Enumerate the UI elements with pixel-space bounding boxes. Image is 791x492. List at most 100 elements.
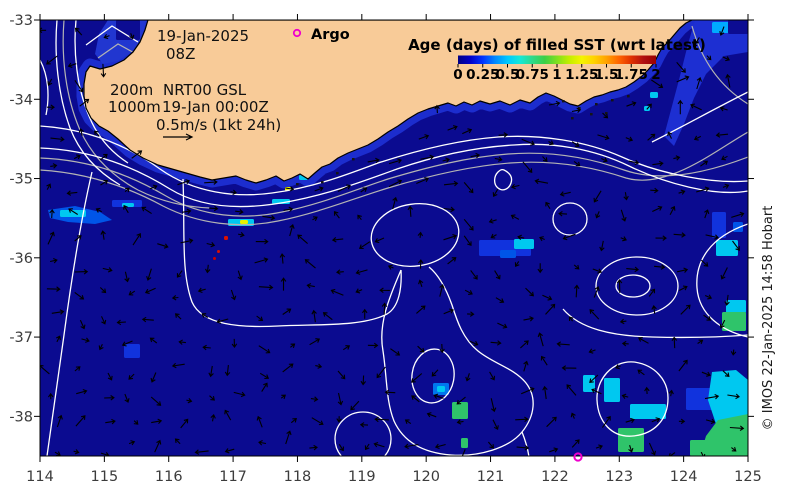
current-vector bbox=[593, 190, 602, 203]
current-vector bbox=[174, 438, 181, 445]
current-vector bbox=[556, 341, 570, 347]
current-vector bbox=[259, 372, 270, 380]
current-vector bbox=[47, 231, 55, 245]
current-vector bbox=[439, 343, 445, 354]
current-vector bbox=[705, 234, 719, 240]
current-vector bbox=[542, 385, 548, 400]
current-vector bbox=[182, 208, 192, 215]
current-vector bbox=[443, 180, 459, 187]
current-vector bbox=[79, 319, 86, 330]
age-patch bbox=[664, 20, 748, 146]
age-patch bbox=[461, 438, 468, 448]
current-vector bbox=[390, 348, 401, 356]
current-vector bbox=[367, 342, 379, 349]
ssh-eddy-contour bbox=[370, 203, 460, 267]
current-vector bbox=[464, 289, 473, 295]
age-patch bbox=[514, 239, 534, 249]
current-vector bbox=[78, 128, 84, 136]
current-vector bbox=[201, 313, 209, 318]
current-vector bbox=[601, 415, 611, 428]
x-axis-label: 115 bbox=[91, 469, 119, 485]
current-vector bbox=[722, 183, 730, 189]
current-vector bbox=[337, 184, 352, 192]
colorbar-tick-label: 2 bbox=[651, 67, 660, 83]
current-vector bbox=[700, 160, 709, 167]
current-vector bbox=[706, 55, 712, 61]
current-vector bbox=[258, 440, 267, 446]
current-vector bbox=[94, 130, 100, 137]
ssh-contour-white bbox=[40, 125, 748, 196]
current-vector bbox=[558, 211, 568, 217]
ssh-contour-white bbox=[696, 223, 748, 338]
current-vector bbox=[233, 391, 246, 398]
current-vector bbox=[490, 398, 497, 413]
current-vector bbox=[47, 78, 53, 86]
current-vector bbox=[542, 156, 548, 162]
current-vector bbox=[100, 63, 107, 78]
current-vector bbox=[50, 136, 65, 142]
age-patch bbox=[618, 428, 644, 452]
current-vector bbox=[237, 232, 245, 238]
current-vector bbox=[470, 152, 481, 159]
current-vector bbox=[56, 414, 63, 428]
vector-scale-arrow bbox=[163, 133, 194, 141]
current-vector bbox=[722, 370, 730, 377]
current-vector bbox=[678, 359, 688, 372]
current-vector bbox=[49, 257, 58, 264]
age-patch bbox=[728, 20, 748, 34]
current-vector bbox=[361, 308, 368, 319]
y-axis-label: -36 bbox=[9, 251, 33, 267]
current-vector bbox=[392, 196, 398, 210]
current-vector bbox=[67, 62, 77, 68]
current-vector bbox=[157, 243, 169, 249]
current-vector bbox=[176, 270, 183, 278]
current-vector bbox=[570, 412, 576, 419]
current-vector bbox=[338, 444, 344, 452]
age-patch bbox=[630, 404, 666, 419]
island-dot bbox=[627, 95, 630, 98]
x-axis-label: 125 bbox=[734, 469, 762, 485]
current-vector bbox=[719, 26, 725, 36]
current-vector bbox=[495, 297, 505, 304]
current-vector bbox=[309, 338, 321, 346]
age-patch bbox=[650, 92, 658, 98]
island-dot bbox=[611, 99, 614, 102]
current-vector bbox=[652, 205, 663, 212]
current-vector bbox=[616, 278, 623, 293]
current-vector bbox=[673, 232, 686, 238]
current-vector bbox=[68, 208, 78, 215]
current-vector bbox=[388, 158, 402, 165]
current-vector bbox=[668, 389, 674, 397]
current-vector bbox=[724, 294, 730, 306]
age-patch bbox=[583, 375, 595, 392]
current-vector bbox=[100, 230, 106, 240]
current-vector bbox=[589, 374, 599, 383]
plot-frame bbox=[39, 19, 749, 457]
colorbar-tick-label: 1.25 bbox=[565, 67, 598, 83]
current-vector bbox=[637, 369, 645, 376]
island-dot bbox=[605, 112, 608, 115]
current-vector bbox=[149, 337, 158, 344]
current-vector bbox=[517, 234, 525, 240]
age-patch bbox=[452, 402, 468, 419]
age-patch bbox=[124, 344, 140, 358]
current-vector bbox=[180, 418, 189, 429]
current-vector bbox=[178, 339, 186, 345]
current-vector bbox=[525, 287, 534, 297]
age-patch bbox=[716, 240, 738, 256]
current-vector bbox=[719, 319, 726, 329]
current-vector bbox=[571, 107, 582, 114]
current-vector bbox=[261, 382, 268, 392]
bathymetry-contour-gray bbox=[40, 152, 748, 217]
current-vector bbox=[388, 179, 403, 188]
current-vector bbox=[439, 283, 445, 297]
current-vector bbox=[498, 132, 509, 138]
current-vector bbox=[333, 210, 340, 219]
colorbar-ticks: 0 0.250.50.75 1 1.251.51.75 2 bbox=[453, 64, 661, 83]
contour-depth-200m-label: 200m bbox=[110, 81, 153, 99]
ssh-eddy-contour bbox=[595, 256, 679, 316]
current-vector bbox=[76, 389, 88, 395]
current-vector bbox=[447, 257, 457, 265]
current-vector bbox=[355, 288, 363, 294]
datetime-line1: 19-Jan-2025 bbox=[157, 27, 249, 45]
